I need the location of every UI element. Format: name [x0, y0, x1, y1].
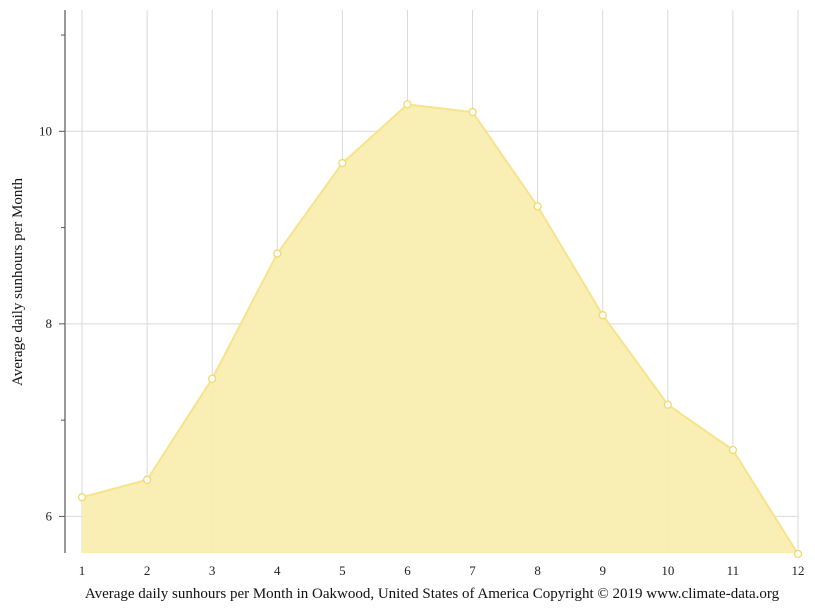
- y-axis-ticks: 6 8 10: [39, 34, 65, 523]
- x-tick-label-9: 9: [599, 563, 606, 578]
- sunhours-line: [81, 103, 799, 555]
- x-tick-label-10: 10: [661, 563, 674, 578]
- x-tick-label-2: 2: [144, 563, 151, 578]
- x-tick-label-12: 12: [792, 563, 805, 578]
- chart-caption: Average daily sunhours per Month in Oakw…: [85, 586, 780, 602]
- sunhours-area: [82, 104, 798, 555]
- x-tick-label-6: 6: [404, 563, 411, 578]
- data-point-3: [208, 374, 217, 383]
- x-tick-label-4: 4: [274, 563, 281, 578]
- x-tick-label-7: 7: [469, 563, 476, 578]
- x-tick-label-3: 3: [209, 563, 216, 578]
- data-point-4: [273, 249, 282, 258]
- x-tick-label-11: 11: [727, 563, 740, 578]
- y-axis-title: Average daily sunhours per Month: [10, 178, 26, 387]
- data-point-9: [598, 311, 607, 320]
- y-tick-label-3: 10: [39, 123, 52, 138]
- data-point-8: [533, 202, 542, 211]
- y-tick-label-2: 8: [46, 316, 53, 331]
- data-point-2: [142, 475, 152, 484]
- x-tick-label-5: 5: [339, 563, 346, 578]
- data-point-1: [77, 493, 87, 502]
- data-point-10: [663, 400, 672, 409]
- x-tick-label-1: 1: [79, 563, 86, 578]
- y-tick-label-1: 6: [46, 508, 53, 523]
- data-points: [77, 100, 803, 559]
- data-point-11: [728, 445, 738, 455]
- data-point-7: [468, 107, 477, 117]
- x-tick-label-8: 8: [534, 563, 541, 578]
- data-point-12: [793, 549, 803, 559]
- data-point-5: [338, 158, 347, 168]
- data-point-6: [403, 100, 412, 109]
- x-axis-ticks: 1 2 3 4 5 6 7 8 9 10 11 12: [79, 563, 805, 578]
